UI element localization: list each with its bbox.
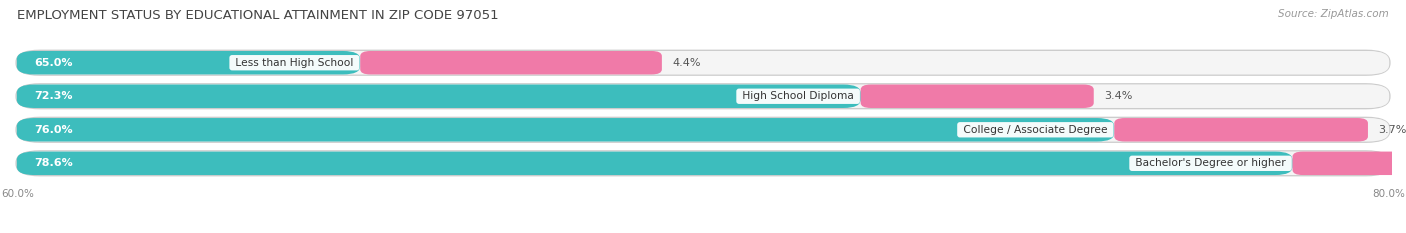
Text: EMPLOYMENT STATUS BY EDUCATIONAL ATTAINMENT IN ZIP CODE 97051: EMPLOYMENT STATUS BY EDUCATIONAL ATTAINM… [17, 9, 499, 22]
Text: 4.4%: 4.4% [672, 58, 700, 68]
FancyBboxPatch shape [17, 85, 860, 108]
Text: Less than High School: Less than High School [232, 58, 357, 68]
FancyBboxPatch shape [17, 118, 1115, 141]
Text: 3.7%: 3.7% [1378, 125, 1406, 135]
Text: Bachelor's Degree or higher: Bachelor's Degree or higher [1132, 158, 1289, 168]
FancyBboxPatch shape [860, 85, 1094, 108]
FancyBboxPatch shape [17, 85, 1389, 108]
FancyBboxPatch shape [17, 51, 1389, 75]
FancyBboxPatch shape [15, 151, 1391, 176]
Text: College / Associate Degree: College / Associate Degree [960, 125, 1111, 135]
Text: 72.3%: 72.3% [35, 91, 73, 101]
FancyBboxPatch shape [17, 118, 1389, 141]
FancyBboxPatch shape [360, 51, 662, 75]
FancyBboxPatch shape [17, 152, 1389, 175]
FancyBboxPatch shape [15, 117, 1391, 142]
Text: 3.4%: 3.4% [1104, 91, 1132, 101]
Text: 65.0%: 65.0% [35, 58, 73, 68]
Text: 78.6%: 78.6% [35, 158, 73, 168]
Text: Source: ZipAtlas.com: Source: ZipAtlas.com [1278, 9, 1389, 19]
Text: 76.0%: 76.0% [35, 125, 73, 135]
FancyBboxPatch shape [1292, 152, 1406, 175]
FancyBboxPatch shape [1115, 118, 1368, 141]
FancyBboxPatch shape [17, 152, 1292, 175]
FancyBboxPatch shape [17, 51, 360, 75]
Text: High School Diploma: High School Diploma [740, 91, 858, 101]
FancyBboxPatch shape [15, 50, 1391, 75]
FancyBboxPatch shape [15, 84, 1391, 109]
